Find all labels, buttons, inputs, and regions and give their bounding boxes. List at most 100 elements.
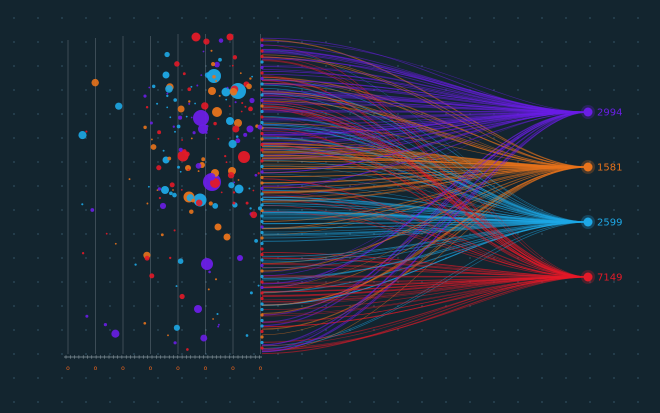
flow-curves xyxy=(260,37,589,355)
grid-dot xyxy=(181,113,183,115)
bubble xyxy=(178,115,183,120)
bubble xyxy=(210,49,213,52)
grid-dot xyxy=(517,41,519,43)
grid-dot xyxy=(205,281,207,283)
bubble xyxy=(248,187,251,190)
bubble xyxy=(175,285,178,288)
bubble xyxy=(85,314,89,318)
flow-curve xyxy=(261,139,589,168)
source-node xyxy=(260,258,264,262)
grid-dot xyxy=(517,233,519,235)
grid-dot xyxy=(541,137,543,139)
grid-dot xyxy=(253,185,255,187)
flow-curve xyxy=(261,83,589,113)
grid-dot xyxy=(205,233,207,235)
bubble xyxy=(257,124,263,130)
bubble xyxy=(212,203,219,209)
grid-dot xyxy=(61,161,63,163)
grid-dot xyxy=(565,41,567,43)
grid-dot xyxy=(85,161,87,163)
source-node xyxy=(260,203,264,207)
grid-dot xyxy=(157,65,159,67)
grid-dot xyxy=(157,41,159,43)
grid-dot xyxy=(541,401,543,403)
grid-dot xyxy=(565,305,567,307)
bubble xyxy=(202,50,205,53)
bubble xyxy=(190,137,193,140)
flow-curve xyxy=(261,221,589,269)
flow-curve xyxy=(261,49,589,223)
grid-dot xyxy=(37,17,39,19)
x-tick-label: o xyxy=(176,365,180,372)
grid-dot xyxy=(13,377,15,379)
bubble xyxy=(205,131,208,134)
bubble xyxy=(228,105,231,108)
grid-dot xyxy=(373,17,375,19)
grid-dot xyxy=(85,329,87,331)
grid-dot xyxy=(61,185,63,187)
bubble xyxy=(245,334,249,337)
source-node xyxy=(260,76,264,81)
grid-dot xyxy=(277,329,279,331)
grid-dot xyxy=(421,377,423,379)
grid-dot xyxy=(229,41,231,43)
grid-dot xyxy=(637,161,639,163)
flow-curve xyxy=(261,166,589,199)
source-node xyxy=(260,214,264,218)
grid-dot xyxy=(13,401,15,403)
grid-dot xyxy=(85,401,87,403)
grid-dot xyxy=(373,401,375,403)
grid-dot xyxy=(85,257,87,259)
flow-curve xyxy=(261,211,589,278)
grid-dot xyxy=(61,209,63,211)
grid-dot xyxy=(325,377,327,379)
bubble xyxy=(189,209,194,214)
grid-dot xyxy=(637,65,639,67)
bubble xyxy=(210,178,220,188)
bubble xyxy=(225,98,228,101)
source-node xyxy=(260,318,264,323)
bubble xyxy=(169,116,172,119)
flow-curve xyxy=(261,276,589,328)
hub-label: 2599 xyxy=(597,218,622,229)
flow-curve xyxy=(261,212,589,223)
grid-dot xyxy=(541,65,543,67)
bubble xyxy=(149,273,155,279)
grid-dot xyxy=(61,257,63,259)
x-tick-label: o xyxy=(94,365,98,372)
bubble xyxy=(150,144,157,150)
source-node xyxy=(260,302,264,306)
grid-dot xyxy=(157,17,159,19)
grid-dot xyxy=(85,41,87,43)
grid-dot xyxy=(85,377,87,379)
grid-dot xyxy=(517,329,519,331)
source-node xyxy=(260,104,264,108)
source-node xyxy=(260,269,264,273)
bubble xyxy=(200,334,208,342)
bubble xyxy=(143,125,147,130)
grid-dot xyxy=(541,329,543,331)
grid-dot xyxy=(157,305,159,307)
grid-dot xyxy=(565,185,567,187)
grid-dot xyxy=(85,185,87,187)
hub-node-2994 xyxy=(583,107,593,117)
hub-node-2599 xyxy=(583,217,593,227)
grid-dot xyxy=(493,65,495,67)
bubble xyxy=(172,125,175,128)
grid-dot xyxy=(37,137,39,139)
grid-dot xyxy=(61,137,63,139)
bubble xyxy=(105,232,108,235)
grid-dot xyxy=(325,41,327,43)
bubble xyxy=(235,138,241,144)
grid-dot xyxy=(637,353,639,355)
bubble xyxy=(173,98,178,102)
grid-dot xyxy=(637,17,639,19)
bubble xyxy=(173,341,177,345)
bubble xyxy=(212,75,216,79)
grid-dot xyxy=(205,65,207,67)
grid-dot xyxy=(133,113,135,115)
source-node xyxy=(260,186,264,191)
bubble xyxy=(177,165,180,169)
grid-dot xyxy=(469,41,471,43)
